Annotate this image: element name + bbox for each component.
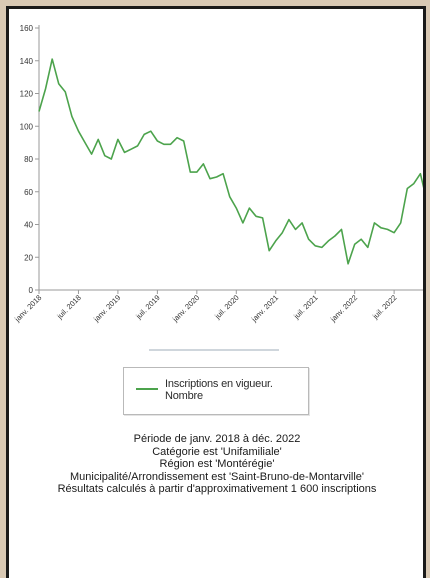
series-line <box>38 58 423 265</box>
horizontal-scrollbar[interactable] <box>149 349 279 351</box>
x-tick-label: juil. 2018 <box>55 293 83 321</box>
report-frame: 0 20 40 60 80 100 120 140 160 janv. 2018 juil. 20… <box>6 6 426 578</box>
period-text: Période de janv. 2018 à déc. 2022 <box>133 433 301 445</box>
results-text: Résultats calculés à partir d'approximat… <box>57 483 377 495</box>
legend-swatch <box>136 388 158 390</box>
municipality-text: Municipalité/Arrondissement est 'Saint-B… <box>70 470 364 483</box>
y-tick-label: 60 <box>24 188 33 197</box>
line-chart: 0 20 40 60 80 100 120 140 160 janv. 2018 juil. 20… <box>12 24 423 324</box>
x-tick-label: juil. 2019 <box>133 293 161 321</box>
chart-legend: Inscriptions en vigueur. Nombre <box>123 367 309 415</box>
x-tick-label: janv. 2020 <box>170 293 201 324</box>
x-tick-label: janv. 2019 <box>91 293 122 324</box>
y-tick-label: 0 <box>29 286 34 295</box>
y-tick-label: 80 <box>24 155 33 164</box>
legend-label: Inscriptions en vigueur. Nombre <box>165 378 273 402</box>
x-tick-label: janv. 2021 <box>249 293 280 324</box>
y-tick-label: 20 <box>24 253 33 262</box>
x-tick-label: janv. 2022 <box>328 293 359 324</box>
y-tick-label: 120 <box>20 90 34 99</box>
y-tick-label: 160 <box>20 24 34 33</box>
region-text: Région est 'Montérégie' <box>159 458 275 470</box>
y-tick-label: 140 <box>20 57 34 66</box>
x-tick-label: juil. 2022 <box>370 293 398 321</box>
x-tick-label: janv. 2018 <box>12 293 43 324</box>
x-tick-label: juil. 2021 <box>291 293 319 321</box>
x-tick-label: juil. 2020 <box>212 293 240 321</box>
filter-summary: Période de janv. 2018 à déc. 2022 Catégo… <box>9 433 423 496</box>
chart-area: 0 20 40 60 80 100 120 140 160 janv. 2018 juil. 20… <box>9 9 423 354</box>
y-tick-label: 40 <box>24 221 33 230</box>
y-tick-label: 100 <box>20 122 34 131</box>
category-text: Catégorie est 'Unifamiliale' <box>152 445 282 458</box>
